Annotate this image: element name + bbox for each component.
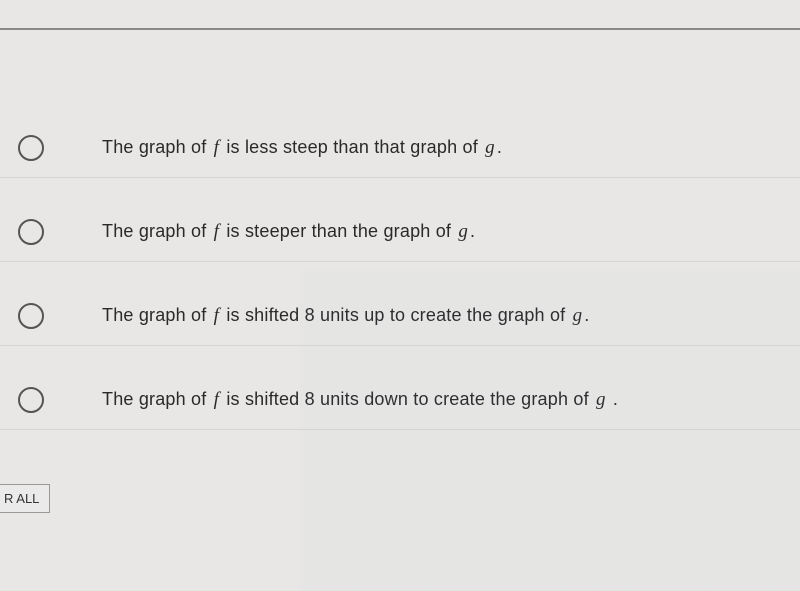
math-var-g: g <box>456 221 470 242</box>
math-var-f: f <box>212 137 221 158</box>
clear-all-button[interactable]: R ALL <box>0 484 50 513</box>
option-row[interactable]: The graph of f is steeper than the graph… <box>0 202 800 262</box>
option-row[interactable]: The graph of f is shifted 8 units up to … <box>0 286 800 346</box>
option-text: The graph of f is steeper than the graph… <box>102 221 475 243</box>
radio-button-option-1[interactable] <box>18 135 44 161</box>
math-var-g: g <box>571 305 585 326</box>
top-divider <box>0 28 800 30</box>
math-var-f: f <box>212 389 221 410</box>
text-segment: is shifted 8 units up to create the grap… <box>221 305 570 325</box>
radio-button-option-3[interactable] <box>18 303 44 329</box>
text-segment: is steeper than the graph of <box>221 221 456 241</box>
text-segment: The graph of <box>102 137 212 157</box>
math-var-f: f <box>212 221 221 242</box>
radio-button-option-4[interactable] <box>18 387 44 413</box>
math-var-g: g <box>483 137 497 158</box>
text-segment: . <box>470 221 475 241</box>
option-text: The graph of f is less steep than that g… <box>102 137 502 159</box>
text-segment: is less steep than that graph of <box>221 137 483 157</box>
text-segment: is shifted 8 units down to create the gr… <box>221 389 594 409</box>
text-segment: The graph of <box>102 389 212 409</box>
option-row[interactable]: The graph of f is less steep than that g… <box>0 118 800 178</box>
option-text: The graph of f is shifted 8 units up to … <box>102 305 589 327</box>
math-var-f: f <box>212 305 221 326</box>
text-segment: . <box>584 305 589 325</box>
option-row[interactable]: The graph of f is shifted 8 units down t… <box>0 370 800 430</box>
text-segment: The graph of <box>102 305 212 325</box>
radio-button-option-2[interactable] <box>18 219 44 245</box>
text-segment: . <box>608 389 618 409</box>
options-list: The graph of f is less steep than that g… <box>0 118 800 454</box>
text-segment: . <box>497 137 502 157</box>
option-text: The graph of f is shifted 8 units down t… <box>102 389 618 411</box>
text-segment: The graph of <box>102 221 212 241</box>
math-var-g: g <box>594 389 608 410</box>
